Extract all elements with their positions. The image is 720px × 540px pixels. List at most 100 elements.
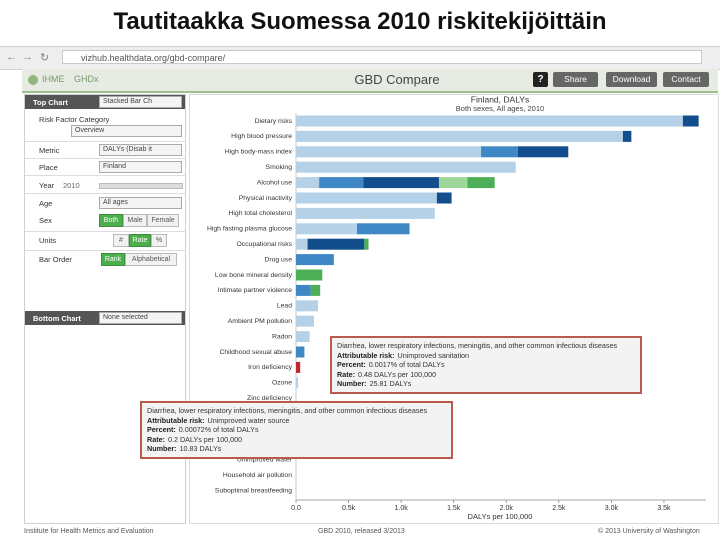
category-label: Low bone mineral density <box>215 272 293 279</box>
bar-segment <box>438 177 468 189</box>
select[interactable]: DALYs (Disab it <box>99 144 182 156</box>
x-tick-label: 0.5k <box>342 505 356 512</box>
footer-left: Institute for Health Metrics and Evaluat… <box>24 528 154 535</box>
year-value: 2010 <box>63 181 80 190</box>
ihme-link[interactable]: IHME <box>42 74 65 84</box>
slide-title: Tautitaakka Suomessa 2010 riskitekijöitt… <box>113 8 607 35</box>
x-tick-label: 0.0 <box>291 505 301 512</box>
chart-title: Finland, DALYs <box>471 94 529 104</box>
app-title: GBD Compare <box>354 72 440 87</box>
category-label: Iron deficiency <box>248 364 292 371</box>
category-label: Zinc deficiency <box>247 395 293 402</box>
tooltip-value: Unimproved water source <box>207 415 290 425</box>
tooltip-row: Rate: 0.48 DALYs per 100,000 <box>337 370 635 380</box>
category-label: High blood pressure <box>231 133 292 140</box>
sidebar: Top Chart Stacked Bar Ch Risk Factor Cat… <box>24 94 186 524</box>
share-button[interactable]: Share <box>553 72 598 87</box>
category-label: Suboptimal breastfeeding <box>215 487 292 494</box>
order-option[interactable]: Rank <box>101 253 125 266</box>
x-axis-label: DALYs per 100,000 <box>468 512 533 521</box>
year-slider[interactable] <box>99 183 183 189</box>
bar-segment <box>296 331 310 343</box>
bar-segment <box>363 177 439 189</box>
select[interactable]: Finland <box>99 161 182 173</box>
bar-segment <box>356 223 410 235</box>
tooltip-label: Attributable risk: <box>147 415 205 425</box>
top-chart-row: Top Chart Stacked Bar Ch <box>25 95 185 109</box>
x-tick-label: 1.0k <box>395 505 409 512</box>
category-label: Childhood sexual abuse <box>219 349 292 356</box>
bar-segment <box>296 254 334 266</box>
select[interactable]: Stacked Bar Ch <box>99 96 182 108</box>
select[interactable]: All ages <box>99 197 182 209</box>
tooltip-heading: Diarrhea, lower respiratory infections, … <box>337 341 618 350</box>
ghdx-link[interactable]: GHDx <box>74 74 99 84</box>
tooltip: Diarrhea, lower respiratory infections, … <box>140 401 453 459</box>
select[interactable]: None selected <box>99 312 182 324</box>
bar-segment <box>310 284 321 296</box>
units-option[interactable]: % <box>151 234 167 247</box>
separator <box>25 250 185 251</box>
category-label: Smoking <box>266 164 293 171</box>
back-button[interactable]: ← <box>6 51 17 63</box>
x-tick-label: 3.0k <box>605 505 619 512</box>
bar-segment <box>364 238 369 250</box>
select[interactable]: Overview <box>71 125 182 137</box>
tooltip-row: Attributable risk: Unimproved sanitation <box>337 351 635 361</box>
bar-segment <box>296 300 319 312</box>
download-button[interactable]: Download <box>606 72 657 87</box>
label: Bottom Chart <box>33 314 81 323</box>
sex-option[interactable]: Both <box>99 214 123 227</box>
separator <box>25 158 185 159</box>
tooltip-label: Attributable risk: <box>337 350 395 360</box>
bar-segment <box>296 130 623 142</box>
bar-segment <box>296 315 314 327</box>
tooltip-value: 10.83 DALYs <box>179 444 222 453</box>
reload-button[interactable]: ↻ <box>40 52 50 64</box>
tooltip-label: Rate: <box>147 434 165 444</box>
label: Units <box>39 236 57 245</box>
bar-segment <box>517 146 569 158</box>
bar-segment <box>296 192 437 204</box>
sex-option[interactable]: Female <box>147 214 179 227</box>
tooltip-label: Number: <box>147 444 177 453</box>
tooltip-row: Attributable risk: Unimproved water sourc… <box>147 416 446 426</box>
units-option[interactable]: # <box>113 234 129 247</box>
tooltip-row: Rate: 0.2 DALYs per 100,000 <box>147 435 446 445</box>
separator <box>25 141 185 142</box>
url-bar[interactable]: vizhub.healthdata.org/gbd-compare/ <box>62 50 702 64</box>
tooltip-heading: Diarrhea, lower respiratory infections, … <box>147 406 428 415</box>
contact-button[interactable]: Contact <box>663 72 709 87</box>
bar-segment <box>296 377 299 389</box>
tooltip-value: 0.0017% of total DALYs <box>368 360 445 369</box>
x-tick-label: 2.5k <box>552 505 566 512</box>
units-option[interactable]: Rate <box>129 234 151 247</box>
bar-segment <box>296 115 683 127</box>
bar-segment <box>436 192 452 204</box>
label: Place <box>39 163 58 172</box>
order-option[interactable]: Alphabetical <box>125 253 177 266</box>
bar-segment <box>296 146 482 158</box>
bar-segment <box>296 161 516 173</box>
label: Bar Order <box>39 255 72 264</box>
tooltip-row: Number: 10.83 DALYs <box>147 444 446 454</box>
tooltip-label: Number: <box>337 379 367 388</box>
footer-right: © 2013 University of Washington <box>598 528 700 535</box>
category-label: Lead <box>277 303 292 310</box>
category-label: Radon <box>272 333 292 340</box>
category-label: High body-mass index <box>225 149 293 156</box>
category-label: Occupational risks <box>236 241 292 248</box>
bar-segment <box>622 130 632 142</box>
logo <box>28 75 38 85</box>
category-label: Drug use <box>264 256 292 263</box>
bar-segment <box>296 238 308 250</box>
forward-button[interactable]: → <box>22 51 33 63</box>
help-button[interactable]: ? <box>533 72 548 87</box>
tooltip-label: Rate: <box>337 369 355 379</box>
separator <box>25 175 185 176</box>
category-label: High total cholesterol <box>229 210 293 217</box>
category-label: Physical inactivity <box>239 195 293 202</box>
sex-option[interactable]: Male <box>123 214 147 227</box>
bar-segment <box>307 238 365 250</box>
